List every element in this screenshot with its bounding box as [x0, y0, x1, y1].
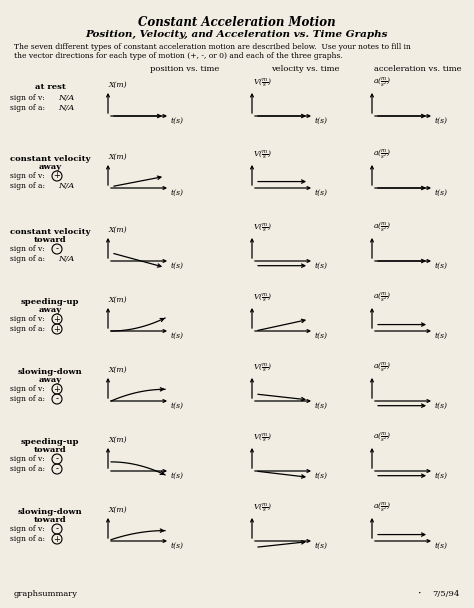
- Text: V($\mathregular{\frac{m}{s}}$): V($\mathregular{\frac{m}{s}}$): [253, 432, 272, 444]
- Text: toward: toward: [34, 516, 66, 524]
- Text: X(m): X(m): [109, 226, 128, 234]
- Text: X(m): X(m): [109, 296, 128, 304]
- Text: X(m): X(m): [109, 436, 128, 444]
- Text: +: +: [54, 534, 61, 544]
- Text: t(s): t(s): [171, 542, 184, 550]
- Text: t(s): t(s): [315, 117, 328, 125]
- Text: t(s): t(s): [435, 542, 448, 550]
- Text: sign of v:: sign of v:: [10, 94, 45, 102]
- Text: V($\mathregular{\frac{m}{s}}$): V($\mathregular{\frac{m}{s}}$): [253, 292, 272, 304]
- Text: toward: toward: [34, 236, 66, 244]
- Text: sign of v:: sign of v:: [10, 245, 45, 253]
- Text: ·: ·: [418, 589, 422, 599]
- Text: V($\mathregular{\frac{m}{s}}$): V($\mathregular{\frac{m}{s}}$): [253, 149, 272, 161]
- Text: -: -: [55, 395, 58, 404]
- Text: sign of v:: sign of v:: [10, 315, 45, 323]
- Text: Constant Acceleration Motion: Constant Acceleration Motion: [138, 16, 336, 30]
- Text: +: +: [54, 325, 61, 334]
- Text: t(s): t(s): [435, 189, 448, 197]
- Text: away: away: [38, 306, 62, 314]
- Text: velocity vs. time: velocity vs. time: [271, 65, 339, 73]
- Text: -: -: [55, 455, 58, 463]
- Text: a($\mathregular{\frac{m}{s^2}}$): a($\mathregular{\frac{m}{s^2}}$): [373, 500, 392, 514]
- Text: away: away: [38, 376, 62, 384]
- Text: t(s): t(s): [171, 117, 184, 125]
- Text: X(m): X(m): [109, 153, 128, 161]
- Text: N/A: N/A: [58, 94, 74, 102]
- Text: a($\mathregular{\frac{m}{s^2}}$): a($\mathregular{\frac{m}{s^2}}$): [373, 290, 392, 304]
- Text: sign of v:: sign of v:: [10, 385, 45, 393]
- Text: a($\mathregular{\frac{m}{s^2}}$): a($\mathregular{\frac{m}{s^2}}$): [373, 147, 392, 161]
- Text: X(m): X(m): [109, 81, 128, 89]
- Text: +: +: [54, 171, 61, 181]
- Text: a($\mathregular{\frac{m}{s^2}}$): a($\mathregular{\frac{m}{s^2}}$): [373, 220, 392, 234]
- Text: speeding-up: speeding-up: [21, 438, 79, 446]
- Text: t(s): t(s): [435, 472, 448, 480]
- Text: position vs. time: position vs. time: [150, 65, 219, 73]
- Text: V($\mathregular{\frac{m}{s}}$): V($\mathregular{\frac{m}{s}}$): [253, 77, 272, 89]
- Text: sign of v:: sign of v:: [10, 525, 45, 533]
- Text: speeding-up: speeding-up: [21, 298, 79, 306]
- Text: V($\mathregular{\frac{m}{s}}$): V($\mathregular{\frac{m}{s}}$): [253, 502, 272, 514]
- Text: The seven different types of constant acceleration motion are described below.  : The seven different types of constant ac…: [14, 43, 411, 51]
- Text: at rest: at rest: [35, 83, 65, 91]
- Text: away: away: [38, 163, 62, 171]
- Text: t(s): t(s): [171, 402, 184, 410]
- Text: graphsummary: graphsummary: [14, 590, 78, 598]
- Text: X(m): X(m): [109, 366, 128, 374]
- Text: +: +: [54, 314, 61, 323]
- Text: sign of a:: sign of a:: [10, 465, 45, 473]
- Text: a($\mathregular{\frac{m}{s^2}}$): a($\mathregular{\frac{m}{s^2}}$): [373, 360, 392, 374]
- Text: sign of v:: sign of v:: [10, 455, 45, 463]
- Text: -: -: [55, 525, 58, 533]
- Text: t(s): t(s): [435, 402, 448, 410]
- Text: sign of a:: sign of a:: [10, 104, 45, 112]
- Text: t(s): t(s): [171, 332, 184, 340]
- Text: t(s): t(s): [171, 262, 184, 270]
- Text: slowing-down: slowing-down: [18, 368, 82, 376]
- Text: sign of a:: sign of a:: [10, 535, 45, 543]
- Text: t(s): t(s): [435, 332, 448, 340]
- Text: t(s): t(s): [315, 542, 328, 550]
- Text: t(s): t(s): [171, 189, 184, 197]
- Text: a($\mathregular{\frac{m}{s^2}}$): a($\mathregular{\frac{m}{s^2}}$): [373, 430, 392, 444]
- Text: N/A: N/A: [58, 182, 74, 190]
- Text: sign of a:: sign of a:: [10, 395, 45, 403]
- Text: constant velocity: constant velocity: [10, 228, 90, 236]
- Text: 7/5/94: 7/5/94: [433, 590, 460, 598]
- Text: t(s): t(s): [315, 332, 328, 340]
- Text: t(s): t(s): [315, 262, 328, 270]
- Text: the vector directions for each type of motion (+, -, or 0) and each of the three: the vector directions for each type of m…: [14, 52, 343, 60]
- Text: Position, Velocity, and Acceleration vs. Time Graphs: Position, Velocity, and Acceleration vs.…: [86, 30, 388, 38]
- Text: acceleration vs. time: acceleration vs. time: [374, 65, 462, 73]
- Text: sign of a:: sign of a:: [10, 255, 45, 263]
- Text: sign of a:: sign of a:: [10, 182, 45, 190]
- Text: t(s): t(s): [315, 402, 328, 410]
- Text: t(s): t(s): [315, 189, 328, 197]
- Text: t(s): t(s): [435, 117, 448, 125]
- Text: sign of v:: sign of v:: [10, 172, 45, 180]
- Text: a($\mathregular{\frac{m}{s^2}}$): a($\mathregular{\frac{m}{s^2}}$): [373, 75, 392, 89]
- Text: -: -: [55, 244, 58, 254]
- Text: t(s): t(s): [171, 472, 184, 480]
- Text: constant velocity: constant velocity: [10, 155, 90, 163]
- Text: N/A: N/A: [58, 255, 74, 263]
- Text: N/A: N/A: [58, 104, 74, 112]
- Text: V($\mathregular{\frac{m}{s}}$): V($\mathregular{\frac{m}{s}}$): [253, 222, 272, 234]
- Text: t(s): t(s): [435, 262, 448, 270]
- Text: slowing-down: slowing-down: [18, 508, 82, 516]
- Text: V($\mathregular{\frac{m}{s}}$): V($\mathregular{\frac{m}{s}}$): [253, 362, 272, 374]
- Text: toward: toward: [34, 446, 66, 454]
- Text: -: -: [55, 465, 58, 474]
- Text: t(s): t(s): [315, 472, 328, 480]
- Text: sign of a:: sign of a:: [10, 325, 45, 333]
- Text: X(m): X(m): [109, 506, 128, 514]
- Text: +: +: [54, 384, 61, 393]
